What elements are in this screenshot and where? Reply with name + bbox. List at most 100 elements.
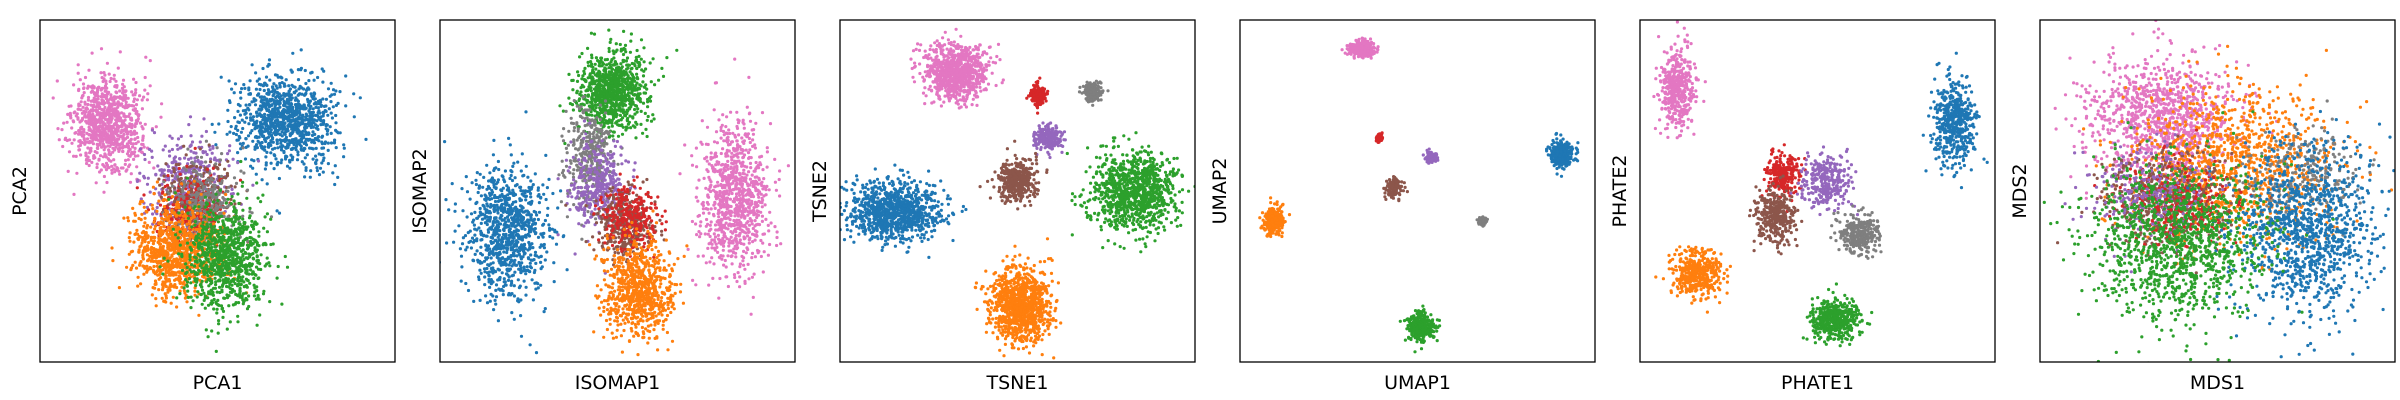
data-point: [91, 142, 95, 146]
data-point: [115, 143, 120, 147]
data-point: [111, 107, 115, 111]
data-point: [76, 107, 81, 111]
y-axis-label: PCA2: [9, 166, 31, 216]
data-point: [328, 94, 332, 98]
data-point: [138, 245, 142, 249]
data-point: [95, 136, 99, 141]
data-point: [186, 295, 190, 299]
data-point: [243, 120, 247, 124]
data-point: [179, 176, 183, 181]
data-point: [177, 220, 181, 224]
data-point: [282, 92, 286, 96]
data-point: [135, 165, 139, 169]
data-point: [253, 147, 257, 151]
data-point: [101, 124, 105, 129]
data-point: [262, 134, 266, 139]
data-point: [255, 126, 259, 130]
data-point: [168, 134, 172, 138]
data-point: [263, 127, 267, 131]
data-point: [201, 224, 205, 229]
data-point: [116, 103, 120, 107]
data-point: [283, 254, 287, 259]
data-point: [87, 163, 91, 168]
data-point: [196, 158, 200, 163]
data-point: [237, 273, 241, 277]
data-point: [160, 282, 164, 287]
data-point: [124, 103, 128, 107]
data-point: [132, 97, 137, 101]
data-point: [150, 256, 154, 260]
data-point: [335, 130, 339, 134]
data-point: [218, 235, 222, 239]
data-point: [210, 151, 214, 155]
data-point: [241, 224, 245, 228]
data-point: [131, 263, 135, 267]
data-point: [190, 174, 194, 179]
data-point: [287, 91, 291, 95]
data-point: [195, 260, 199, 264]
data-point: [141, 136, 145, 140]
data-point: [236, 294, 240, 298]
data-point: [245, 268, 249, 272]
data-point: [228, 320, 232, 324]
data-point: [70, 126, 74, 130]
data-point: [245, 243, 250, 247]
data-point: [167, 236, 171, 240]
data-point: [122, 128, 127, 132]
data-point: [162, 205, 166, 209]
data-point: [104, 135, 108, 139]
data-point: [329, 111, 333, 115]
data-point: [162, 180, 166, 184]
data-point: [107, 72, 111, 76]
data-point: [209, 176, 213, 180]
data-point: [177, 162, 181, 167]
data-point: [106, 140, 110, 144]
data-point: [208, 181, 212, 185]
data-point: [184, 216, 188, 220]
data-point: [304, 168, 308, 172]
data-point: [128, 163, 132, 167]
data-point: [114, 79, 118, 83]
data-point: [118, 96, 122, 100]
data-point: [129, 116, 133, 120]
data-point: [151, 239, 156, 243]
data-point: [143, 122, 147, 126]
data-point: [220, 214, 224, 218]
data-point: [96, 129, 100, 133]
data-point: [104, 82, 108, 86]
data-point: [170, 161, 174, 165]
data-point: [186, 231, 190, 235]
data-point: [133, 137, 137, 141]
data-point: [161, 230, 165, 234]
data-point: [261, 292, 266, 296]
data-point: [257, 297, 261, 301]
data-point: [236, 282, 241, 286]
data-point: [124, 158, 128, 162]
data-point: [304, 88, 309, 92]
data-point: [267, 58, 272, 62]
data-point: [77, 132, 81, 136]
data-point: [154, 187, 158, 191]
data-point: [313, 136, 317, 141]
data-point: [269, 217, 273, 221]
data-point: [313, 132, 317, 136]
data-point: [297, 124, 301, 128]
data-point: [333, 182, 337, 187]
data-point: [218, 290, 222, 295]
data-point: [320, 135, 324, 139]
data-point: [261, 104, 265, 108]
data-point: [236, 102, 240, 107]
data-point: [233, 270, 237, 274]
data-point: [178, 281, 182, 285]
data-point: [235, 246, 239, 250]
data-point: [259, 108, 263, 112]
data-point: [122, 144, 126, 149]
data-point: [180, 254, 184, 259]
data-point: [162, 225, 166, 229]
data-point: [216, 216, 220, 220]
data-point: [94, 109, 99, 114]
data-point: [82, 128, 86, 132]
data-point: [281, 116, 285, 120]
data-point: [316, 75, 320, 80]
data-point: [181, 179, 186, 184]
